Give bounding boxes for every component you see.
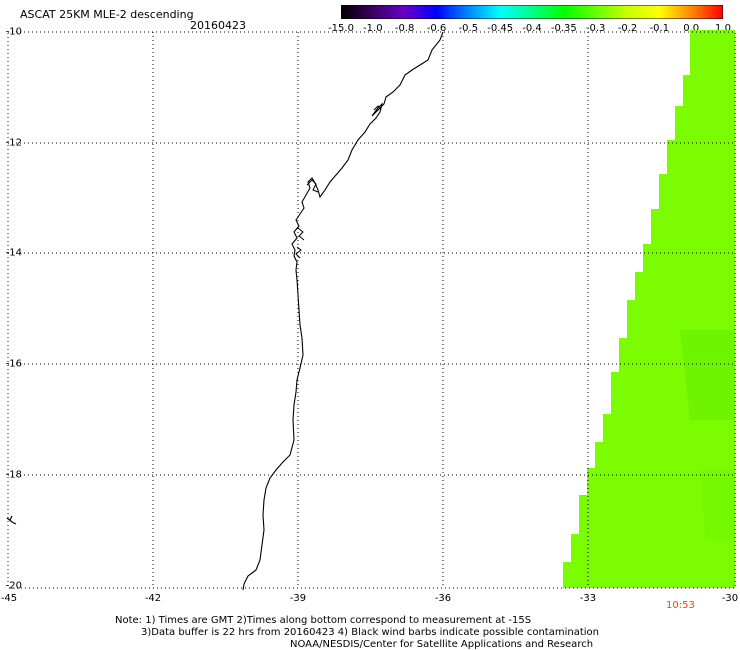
colorbar-tick-label: -0.6 [426,23,447,34]
colorbar-gradient [341,5,723,19]
colorbar-tick-label: 0.0 [683,23,700,34]
map-plot [6,30,736,591]
colorbar-tick-label: -0.8 [394,23,415,34]
lat-label: -12 [5,137,22,149]
pass-time-label: 10:53 [666,600,695,611]
colorbar-labels: -15.0 -1.0 -0.8 -0.6 -0.5 -0.45 -0.4 -0.35 -0.3-… [328,23,738,37]
note-line-1: Note: 1) Times are GMT 2)Times along bot… [115,615,532,626]
lon-label: -45 [0,593,18,604]
colorbar-tick-label: -0.45 [487,23,514,34]
colorbar-tick-label: -0.35 [550,23,577,34]
swath-shading [680,330,735,420]
lat-label: -10 [5,26,22,38]
lat-label: -16 [5,358,22,370]
note-line-3: NOAA/NESDIS/Center for Satellite Applica… [290,639,594,650]
plot-frame [7,31,736,589]
lon-label: -39 [289,593,307,604]
lon-label: -42 [144,593,162,604]
lon-label: -33 [579,593,597,604]
lat-label: -20 [5,580,22,592]
colorbar-tick-label: 1.0 [715,23,731,34]
lon-label: -30 [721,593,739,604]
colorbar-legend [341,5,723,19]
product-title: ASCAT 25KM MLE-2 descending [20,8,194,21]
colorbar-tick-label: -0.5 [458,23,479,34]
graticule [8,32,735,588]
colorbar-tick-label: -0.4 [522,23,542,34]
colorbar-tick-label: -0.2 [617,23,638,34]
wind-barb-marker [6,515,17,525]
lat-label: -18 [5,469,22,481]
colorbar-tick-label: -15.0 [328,23,354,34]
product-date: 20160423 [190,19,246,32]
swath-shading [700,470,735,540]
coastline-detail [295,105,382,259]
colorbar-tick-label: -0.3 [585,23,606,34]
ascat-swath [563,30,735,588]
note-line-2: 3)Data buffer is 22 hrs from 20160423 4)… [141,627,599,638]
colorbar-tick-label: -1.0 [363,23,383,34]
lon-label: -36 [434,593,452,604]
colorbar-tick-label: -0.1 [649,23,670,34]
lat-label: -14 [5,247,22,259]
coastline [242,31,444,591]
